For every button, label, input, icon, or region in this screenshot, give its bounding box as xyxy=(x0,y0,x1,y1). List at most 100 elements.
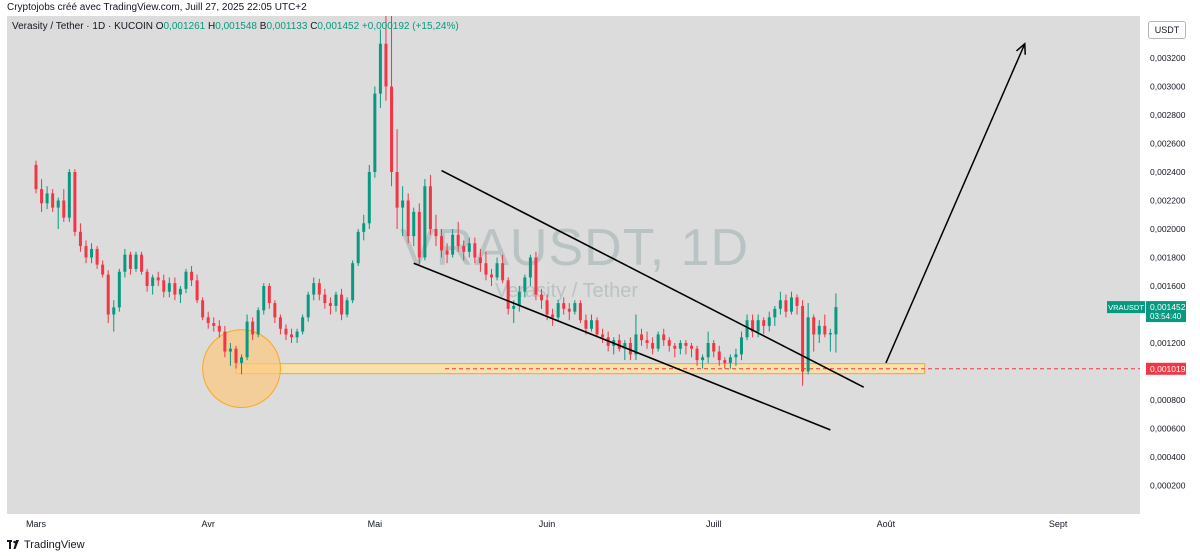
level-label-value: 0,001019 xyxy=(1150,364,1186,374)
candle-body xyxy=(595,320,599,335)
candle-84 xyxy=(501,254,505,284)
legend-change: +0,000192 (+15,24%) xyxy=(361,21,459,32)
candle-101 xyxy=(595,317,599,338)
candle-body xyxy=(462,246,466,252)
candle-19 xyxy=(140,251,144,275)
y-tick-label: 0,000800 xyxy=(1150,395,1186,405)
y-tick-label: 0,003200 xyxy=(1150,53,1186,63)
ohlc-legend[interactable]: Verasity / Tether · 1D · KUCOIN O0,00126… xyxy=(12,21,459,32)
candle-body xyxy=(190,271,194,281)
candle-body xyxy=(128,254,132,269)
candle-body xyxy=(673,345,677,349)
candle-91 xyxy=(540,288,544,309)
x-tick-label: Juin xyxy=(539,519,556,529)
candle-41 xyxy=(262,283,266,315)
candle-65 xyxy=(395,129,399,229)
candle-body xyxy=(517,291,521,306)
candle-body xyxy=(656,334,660,349)
candle-body xyxy=(590,320,593,329)
candle-119 xyxy=(695,345,699,366)
candle-104 xyxy=(612,337,616,355)
candle-37 xyxy=(240,354,244,375)
candle-54 xyxy=(334,291,338,312)
time-axis[interactable] xyxy=(0,514,1200,536)
y-tick-label: 0,001200 xyxy=(1150,338,1186,348)
candle-body xyxy=(40,189,44,204)
x-tick-label: Mai xyxy=(368,519,383,529)
candle-body xyxy=(140,254,144,272)
candle-81 xyxy=(484,251,488,281)
price-axis[interactable] xyxy=(1140,16,1200,514)
y-tick-label: 0,002800 xyxy=(1150,110,1186,120)
candle-36 xyxy=(234,345,238,369)
candle-94 xyxy=(556,300,560,321)
candle-55 xyxy=(340,288,344,321)
candle-body xyxy=(556,303,560,318)
candle-28 xyxy=(190,266,194,286)
candle-78 xyxy=(467,237,471,258)
candle-50 xyxy=(312,277,316,301)
candle-87 xyxy=(517,286,521,312)
candle-body xyxy=(834,307,838,335)
candle-body xyxy=(245,321,249,358)
candle-body xyxy=(739,337,743,355)
candle-57 xyxy=(351,260,355,304)
candle-39 xyxy=(251,317,255,341)
candle-body xyxy=(234,348,238,363)
y-tick-label: 0,002600 xyxy=(1150,139,1186,149)
candle-body xyxy=(545,300,549,315)
candle-23 xyxy=(162,274,166,298)
candle-body xyxy=(278,317,282,329)
candle-15 xyxy=(117,268,121,312)
candle-body xyxy=(312,283,316,295)
candle-body xyxy=(323,294,327,304)
candle-body xyxy=(401,200,405,208)
x-tick-label: Août xyxy=(877,519,896,529)
candle-body xyxy=(601,334,605,338)
candle-113 xyxy=(662,328,666,346)
candle-body xyxy=(295,331,299,338)
legend-symbol: Verasity / Tether · 1D · KUCOIN xyxy=(12,21,153,32)
candle-body xyxy=(228,348,232,352)
x-tick-label: Juill xyxy=(706,519,722,529)
level-label-bg xyxy=(1146,362,1186,375)
y-tick-label: 0,002000 xyxy=(1150,224,1186,234)
candle-32 xyxy=(212,317,216,332)
candle-body xyxy=(812,317,816,335)
plot-area[interactable] xyxy=(7,16,1140,514)
candle-22 xyxy=(156,271,160,286)
candle-body xyxy=(328,303,332,306)
candle-body xyxy=(562,303,566,309)
price-label-value-bg xyxy=(1146,301,1186,323)
candle-7 xyxy=(73,169,77,237)
candle-134 xyxy=(778,291,782,315)
candle-body xyxy=(412,211,416,237)
candle-48 xyxy=(301,314,305,335)
candle-16 xyxy=(123,248,127,278)
candle-61 xyxy=(373,86,377,178)
currency-button[interactable]: USDT xyxy=(1148,21,1186,39)
candle-body xyxy=(417,211,421,258)
candle-body xyxy=(662,334,666,341)
candle-80 xyxy=(478,248,482,272)
candle-88 xyxy=(523,274,527,298)
candle-43 xyxy=(273,300,277,324)
candle-58 xyxy=(356,229,360,267)
candle-body xyxy=(340,294,344,315)
candle-60 xyxy=(367,164,371,229)
candle-body xyxy=(795,297,799,306)
candle-body xyxy=(534,257,538,295)
candle-26 xyxy=(178,286,182,304)
candle-93 xyxy=(551,308,555,326)
candle-body xyxy=(362,223,366,232)
candle-body xyxy=(184,271,188,289)
candle-96 xyxy=(567,303,571,321)
candle-body xyxy=(712,343,716,352)
footer xyxy=(0,536,1200,556)
candle-31 xyxy=(206,311,210,329)
candle-body xyxy=(684,343,688,346)
candle-body xyxy=(56,200,60,208)
candle-body xyxy=(301,317,305,332)
candle-83 xyxy=(495,257,499,281)
